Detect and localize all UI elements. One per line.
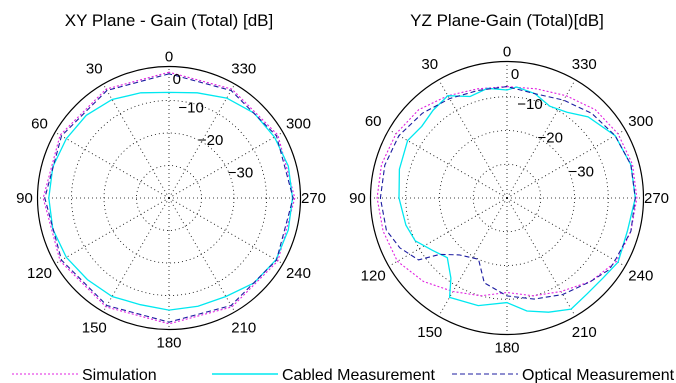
legend-label-1: Cabled Measurement (282, 367, 436, 383)
legend-label-2: Optical Measurement (522, 367, 675, 383)
grid-spoke-120 (389, 197, 508, 266)
angle-label: 300 (286, 115, 311, 132)
angle-label: 0 (165, 49, 173, 66)
angle-label: 270 (301, 190, 326, 207)
series-simulation (376, 86, 638, 297)
radial-tick-label: −20 (198, 132, 223, 149)
angle-label: 0 (503, 44, 511, 61)
radial-tick-label: −20 (537, 130, 562, 147)
angle-label: 240 (286, 265, 311, 282)
angle-label: 330 (572, 56, 597, 73)
angle-label: 150 (417, 324, 442, 341)
yz-plane-title: YZ Plane-Gain (Total)[dB] (410, 11, 604, 30)
grid-ring-1 (439, 130, 575, 266)
angle-label: 150 (82, 319, 107, 336)
grid-spoke-240 (506, 197, 625, 266)
angle-label: 30 (86, 61, 103, 78)
radial-tick-label: −10 (517, 96, 542, 113)
grid-spoke-330 (168, 85, 235, 199)
angle-label: 60 (31, 115, 48, 132)
radial-tick-label: −30 (569, 163, 594, 180)
grid-spoke-60 (389, 130, 508, 199)
grid-spoke-150 (103, 197, 170, 311)
grid-spoke-330 (506, 80, 575, 199)
grid-spoke-30 (103, 85, 170, 199)
angle-label: 210 (231, 319, 256, 336)
radial-tick-label: 0 (173, 71, 181, 88)
angle-label: 120 (361, 267, 386, 284)
legend-label-0: Simulation (82, 367, 157, 383)
yz-plane-polar-plot: 0 −10 −20 −30 0 30 60 90 120 150 180 210 240 270 300 33… (349, 44, 669, 357)
series-optical-measurement (379, 86, 636, 300)
grid-ring-2 (405, 96, 609, 300)
angle-label: 300 (628, 113, 653, 130)
angle-label: 90 (16, 190, 33, 207)
angle-label: 180 (156, 335, 181, 352)
radial-tick-label: −10 (178, 100, 203, 117)
grid-spoke-210 (506, 197, 575, 316)
grid-ring-0 (472, 163, 542, 233)
radial-tick-label: −30 (228, 165, 253, 182)
series-cabled-measurement (398, 86, 636, 313)
series-optical-measurement (44, 73, 294, 323)
angle-label: 30 (421, 56, 438, 73)
outer-ring (369, 60, 645, 336)
xy-plane-title: XY Plane - Gain (Total) [dB] (65, 11, 274, 30)
grid-spoke-210 (168, 197, 235, 311)
radial-tick-label: 0 (511, 66, 519, 83)
angle-label: 330 (231, 61, 256, 78)
angle-label: 270 (644, 190, 669, 207)
legend: Simulation Cabled Measurement Optical Meas… (12, 367, 675, 383)
grid-spoke-120 (56, 197, 170, 264)
grid-spoke-240 (168, 197, 282, 264)
angle-label: 120 (27, 265, 52, 282)
angle-label: 60 (365, 113, 382, 130)
grid-spoke-300 (506, 130, 625, 199)
angle-label: 90 (349, 190, 366, 207)
angle-label: 240 (628, 267, 653, 284)
outer-ring (36, 65, 302, 331)
grid-ring-2 (71, 100, 267, 296)
grid-spoke-300 (168, 132, 282, 199)
angle-label: 180 (494, 340, 519, 357)
grid-spoke-30 (439, 80, 508, 199)
angle-label: 210 (572, 324, 597, 341)
grid-spoke-60 (56, 132, 170, 199)
xy-plane-polar-plot: 0 −10 −20 −30 0 30 60 90 120 150 180 210 240 270 300 33… (16, 49, 326, 352)
grid-spoke-150 (439, 197, 508, 316)
series-cabled-measurement (48, 91, 294, 311)
